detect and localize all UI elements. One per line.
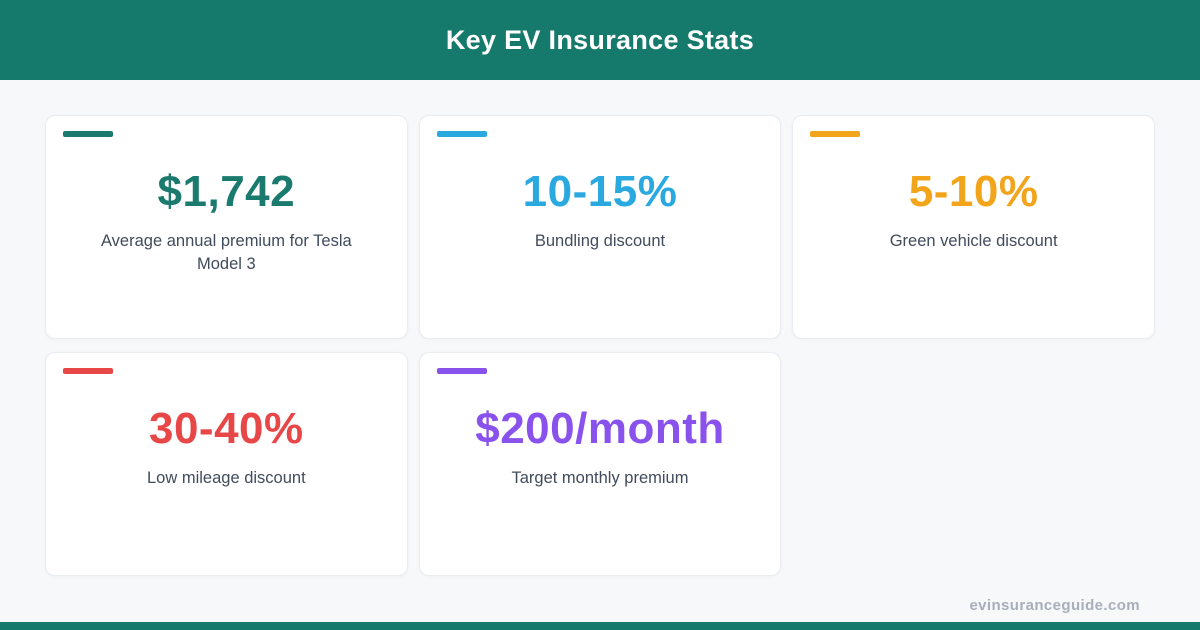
stat-value: 10-15% [522,167,678,216]
stat-label: Average annual premium for Tesla Model 3 [100,232,352,274]
stat-label: Green vehicle discount [889,232,1058,251]
stat-value: $200/month [475,404,725,453]
stat-label: Bundling discount [534,232,666,251]
stat-card-target-monthly-premium: $200/month Target monthly premium [418,352,782,576]
stat-card-tesla-premium: $1,742 Average annual premium for Tesla … [45,115,408,339]
stat-card-green-vehicle-discount: 5-10% Green vehicle discount [792,115,1155,339]
header-banner: Key EV Insurance Stats [0,0,1200,80]
stat-card-low-mileage-discount: 30-40% Low mileage discount [45,352,408,576]
page-title: Key EV Insurance Stats [445,24,755,55]
accent-bar [436,368,487,374]
stat-card-bundling-discount: 10-15% Bundling discount [418,115,782,339]
stat-value: $1,742 [157,167,296,216]
accent-bar [810,131,861,137]
stats-grid: $1,742 Average annual premium for Tesla … [45,115,1155,576]
accent-bar [436,131,487,137]
stat-label: Low mileage discount [146,469,306,488]
accent-bar [63,131,113,137]
bottom-accent-bar [0,622,1200,630]
stat-label: Target monthly premium [511,469,689,488]
stat-value: 30-40% [148,404,304,453]
stat-value: 5-10% [908,167,1039,216]
accent-bar [63,368,113,374]
site-watermark: evinsuranceguide.com [969,597,1140,614]
